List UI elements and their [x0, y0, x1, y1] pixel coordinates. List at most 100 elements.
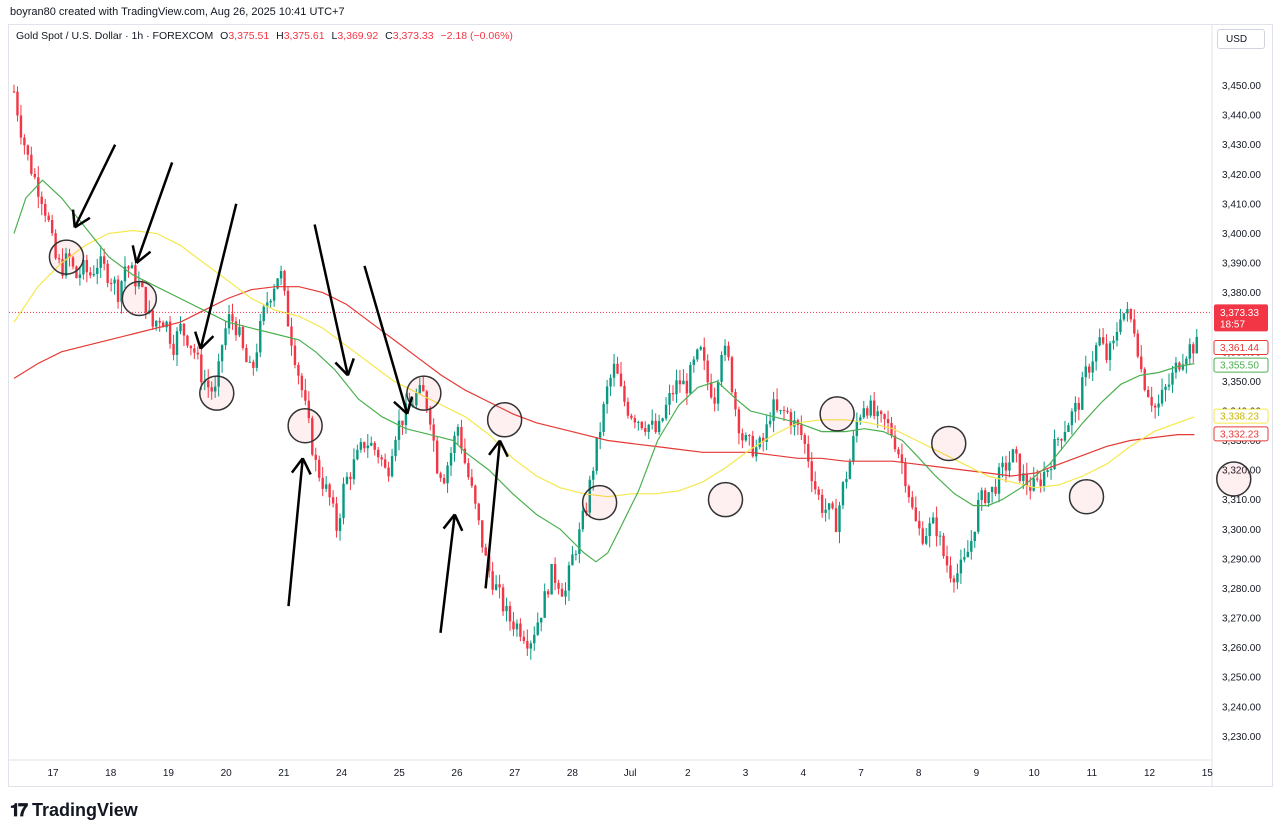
candle-body	[602, 404, 605, 432]
candle-body	[779, 410, 782, 412]
candle-body	[432, 424, 435, 441]
candle-body	[89, 272, 92, 276]
candle-body	[1084, 366, 1087, 378]
candle-body	[186, 335, 189, 346]
x-tick-label: 9	[974, 768, 980, 779]
x-tick-label: 24	[336, 768, 348, 779]
arrow-down	[135, 161, 174, 264]
candle-body	[338, 518, 342, 531]
candle-body	[567, 565, 571, 591]
candle-body	[1112, 340, 1115, 344]
candle-body	[26, 145, 30, 155]
candle-body	[508, 605, 512, 622]
candle-body	[755, 447, 758, 457]
candle-body	[376, 449, 380, 458]
candle-body	[390, 456, 394, 477]
candle-body	[859, 417, 862, 421]
low-value: 3,369.92	[337, 30, 379, 42]
ma-yellow-line	[13, 229, 1195, 498]
candle-body	[827, 503, 831, 510]
tradingview-logo[interactable]: 𝟏𝟕 TradingView	[10, 800, 138, 821]
candle-body	[512, 621, 515, 630]
symbol-legend: Gold Spot / U.S. Dollar · 1h · FOREXCOM …	[16, 30, 513, 42]
y-tick-label: 3,280.00	[1222, 584, 1261, 595]
candle-body	[519, 623, 522, 637]
candle-body	[633, 418, 637, 423]
candle-body	[168, 321, 172, 344]
candle-body	[418, 384, 422, 394]
candle-body	[630, 415, 633, 419]
candle-body	[824, 509, 827, 513]
symbol-title[interactable]: Gold Spot / U.S. Dollar · 1h · FOREXCOM	[16, 30, 214, 42]
high-value: 3,375.61	[283, 30, 325, 42]
candle-body	[831, 503, 834, 509]
candle-body	[82, 259, 85, 275]
candle-body	[1063, 431, 1067, 441]
candle-body	[109, 283, 113, 285]
arrow-up	[287, 458, 304, 607]
candle-body	[959, 559, 963, 574]
candle-body	[741, 433, 744, 441]
candle-body	[321, 477, 324, 489]
x-tick-label: 15	[1202, 768, 1214, 779]
candle-body	[855, 420, 859, 437]
candle-body	[994, 486, 997, 494]
candle-body	[1181, 364, 1185, 370]
candle-body	[245, 347, 248, 363]
x-tick-label: 11	[1087, 768, 1098, 779]
change-value: −2.18 (−0.06%)	[440, 30, 513, 42]
arrow-down-head	[131, 245, 138, 264]
candle-body	[220, 345, 224, 362]
arrow-down-head	[74, 216, 91, 229]
candle-body	[841, 482, 845, 506]
candle-body	[241, 327, 245, 348]
candle-body	[1067, 425, 1070, 432]
candle-body	[435, 440, 439, 474]
candle-body	[931, 517, 935, 524]
candle-body	[928, 523, 931, 537]
candle-body	[848, 461, 852, 479]
candle-body	[925, 536, 928, 544]
candle-body	[1101, 337, 1105, 344]
candle-body	[685, 380, 689, 394]
candle-body	[966, 551, 970, 558]
candle-body	[921, 528, 924, 544]
candle-body	[879, 411, 883, 415]
y-tick-label: 3,380.00	[1222, 288, 1261, 299]
candle-body	[318, 459, 321, 478]
candle-body	[54, 233, 57, 259]
price-label-box	[1213, 339, 1269, 355]
close-value: 3,373.33	[392, 30, 434, 42]
candle-body	[397, 420, 401, 440]
candle-body	[1025, 473, 1028, 487]
candle-body	[1022, 473, 1025, 481]
currency-selector[interactable]: USD	[1217, 29, 1265, 49]
candle-body	[772, 399, 775, 421]
candle-body	[1081, 377, 1084, 410]
arrow-down	[199, 203, 238, 350]
candle-body	[290, 326, 293, 346]
candle-body	[699, 347, 702, 350]
candle-body	[609, 377, 612, 387]
candle-body	[1056, 438, 1060, 440]
highlight-circle	[1068, 478, 1105, 515]
arrow-down-head	[393, 400, 409, 415]
candle-body	[904, 462, 907, 487]
candle-body	[935, 517, 938, 537]
candle-body	[1195, 336, 1198, 354]
candle-body	[616, 363, 619, 374]
candle-body	[775, 399, 779, 411]
candle-body	[394, 439, 397, 457]
candle-body	[265, 302, 269, 307]
candle-body	[248, 361, 252, 363]
candle-body	[47, 215, 50, 221]
y-tick-label: 3,390.00	[1222, 259, 1261, 270]
candle-body	[359, 442, 363, 450]
candle-body	[491, 571, 494, 590]
price-label-box	[1213, 426, 1269, 442]
candle-body	[682, 380, 685, 385]
candle-body	[1153, 405, 1157, 408]
candle-body	[1098, 337, 1101, 346]
candle-body	[120, 281, 123, 302]
